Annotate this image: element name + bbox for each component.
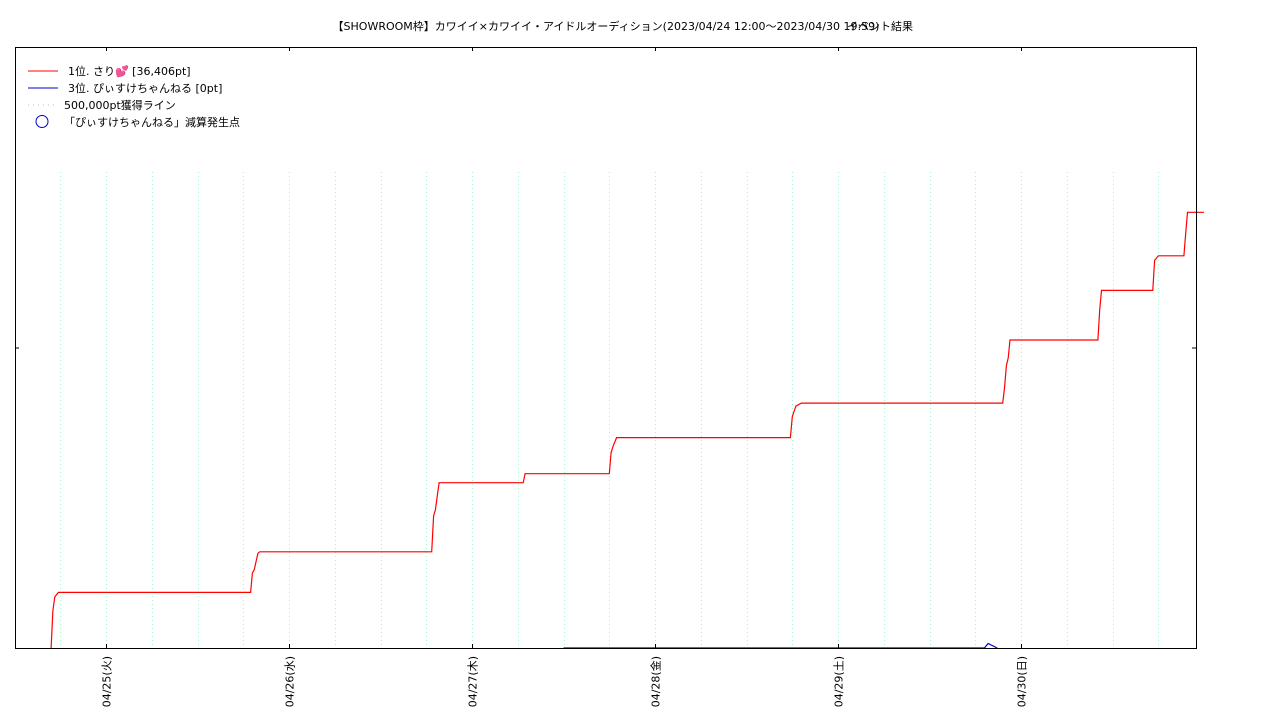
x-tick-label: 04/25(火) bbox=[101, 656, 114, 707]
legend-label-series-3: 500,000pt獲得ライン bbox=[64, 99, 176, 112]
grid-lines bbox=[61, 172, 1159, 648]
x-tick-label: 04/27(木) bbox=[467, 656, 480, 707]
x-tick-label: 04/26(水) bbox=[284, 656, 297, 707]
x-tick-label: 04/28(金) bbox=[649, 656, 663, 707]
legend-entry-markers: 「ぴぃすけちゃんねる」減算発生点 bbox=[36, 115, 240, 129]
series-line-1 bbox=[51, 212, 1204, 648]
legend-entry-series-3: 500,000pt獲得ライン bbox=[28, 99, 176, 112]
legend-label-markers: 「ぴぃすけちゃんねる」減算発生点 bbox=[64, 115, 240, 129]
legend-swatch-markers bbox=[36, 116, 48, 128]
chart-title: 【SHOWROOM枠】カワイイ×カワイイ・アイドルオーディション(2023/04… bbox=[333, 19, 880, 33]
legend-entry-series-2: 3位. ぴぃすけちゃんねる [0pt] bbox=[28, 81, 222, 95]
legend-label-series-2: 3位. ぴぃすけちゃんねる [0pt] bbox=[68, 81, 222, 95]
x-tick-label: 04/30(日) bbox=[1016, 656, 1029, 707]
legend-entry-series-1: 1位. さり💕 [36,406pt] bbox=[28, 64, 191, 78]
series-lines bbox=[51, 212, 1204, 648]
legend: 1位. さり💕 [36,406pt] 3位. ぴぃすけちゃんねる [0pt] 5… bbox=[28, 64, 240, 129]
x-tick-label: 04/29(土) bbox=[833, 656, 846, 707]
legend-label-series-1: 1位. さり💕 [36,406pt] bbox=[68, 64, 191, 78]
plot-frame bbox=[16, 48, 1197, 649]
chart-subtitle: イベント結果 bbox=[847, 19, 913, 33]
series-line-2 bbox=[564, 644, 998, 649]
